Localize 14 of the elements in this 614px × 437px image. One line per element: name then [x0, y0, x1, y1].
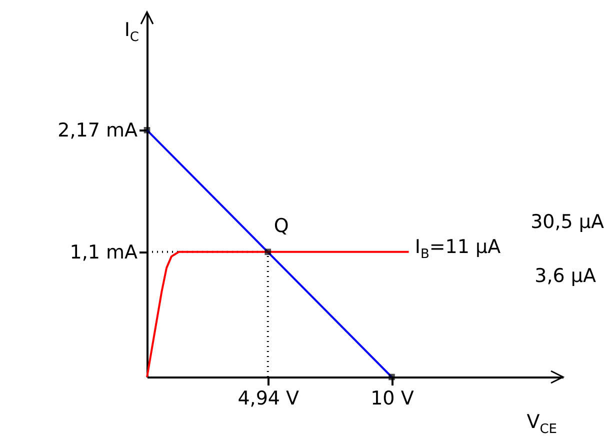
annotation: 30,5 µA [530, 211, 604, 234]
point [144, 127, 150, 134]
point [388, 374, 395, 380]
line-series [146, 250, 410, 378]
y-tick-label: 1,1 mA [70, 241, 138, 264]
x-tick-label: 10 V [370, 388, 414, 410]
y-tick-label: 2,17 mA [58, 120, 138, 142]
annotation: 3,6 µA [534, 265, 596, 288]
point [264, 248, 272, 256]
series-label: I$_{B}$=11 µA [414, 236, 501, 262]
x-axis-title: V$_{CE}$ [526, 411, 557, 437]
x-tick-label: 4,94 V [238, 388, 300, 410]
y-axis-title: I$_{C}$ [124, 19, 139, 45]
annotation: Q [274, 214, 289, 237]
